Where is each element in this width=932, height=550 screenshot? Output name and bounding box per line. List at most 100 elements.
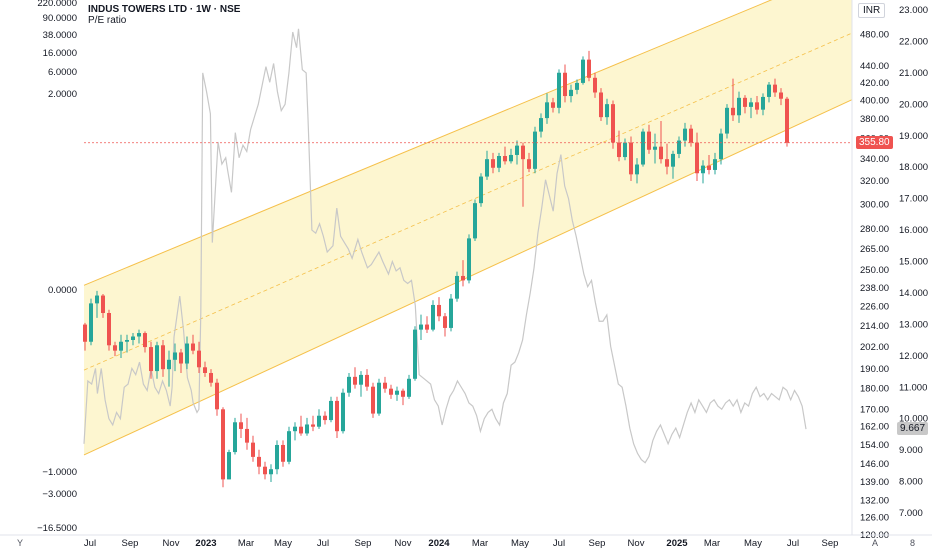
candle bbox=[479, 173, 483, 207]
candle bbox=[737, 91, 741, 123]
time-tick-label: 2024 bbox=[428, 538, 450, 549]
settings-toggle[interactable]: 8 bbox=[910, 538, 916, 548]
time-tick-label: Jul bbox=[84, 538, 96, 549]
price-tick-label: 190.00 bbox=[860, 364, 889, 375]
candle-body bbox=[581, 59, 585, 83]
time-tick-label: Nov bbox=[163, 538, 180, 549]
price-tick-label: 132.00 bbox=[860, 496, 889, 507]
candle-body bbox=[419, 324, 423, 330]
price-tick-label: 265.00 bbox=[860, 244, 889, 255]
candle-body bbox=[539, 118, 543, 132]
candle bbox=[185, 336, 189, 370]
candle-body bbox=[143, 333, 147, 348]
price-tick-label: 170.00 bbox=[860, 404, 889, 415]
candle bbox=[407, 374, 411, 399]
candle bbox=[443, 312, 447, 337]
candle-body bbox=[617, 142, 621, 158]
candle bbox=[179, 348, 183, 373]
candle bbox=[629, 136, 633, 182]
left-tick-label: −3.0000 bbox=[42, 489, 77, 500]
candle bbox=[299, 415, 303, 436]
candle bbox=[347, 372, 351, 397]
candle-body bbox=[197, 350, 201, 368]
candle-body bbox=[251, 442, 255, 457]
time-tick-label: Mar bbox=[238, 538, 254, 549]
candle bbox=[593, 72, 597, 98]
candle bbox=[695, 132, 699, 182]
candle bbox=[317, 409, 321, 429]
candle-body bbox=[311, 424, 315, 427]
candle bbox=[611, 100, 615, 149]
log-scale-toggle[interactable]: Y bbox=[17, 538, 24, 548]
pe-tick-label: 13.000 bbox=[899, 319, 928, 330]
candle bbox=[527, 152, 531, 173]
price-tick-label: 480.00 bbox=[860, 30, 889, 41]
candle bbox=[155, 341, 159, 379]
candle-body bbox=[629, 142, 633, 175]
candle bbox=[125, 334, 129, 353]
candle bbox=[623, 138, 627, 161]
candle-body bbox=[647, 131, 651, 150]
candle-body bbox=[527, 159, 531, 169]
candle-body bbox=[587, 59, 591, 78]
candle bbox=[335, 396, 339, 439]
candle bbox=[281, 440, 285, 467]
candle-body bbox=[743, 97, 747, 107]
candle-body bbox=[263, 466, 267, 475]
candle bbox=[641, 128, 645, 167]
last-price-badge: 355.80 bbox=[856, 135, 893, 149]
left-axis: 220.0000 90.0000 38.0000 16.0000 6.0000 2.000… bbox=[37, 0, 77, 534]
candle-body bbox=[497, 156, 501, 168]
candle-body bbox=[335, 400, 339, 432]
candle-body bbox=[611, 104, 615, 143]
candle bbox=[161, 339, 165, 377]
time-tick-label: 2025 bbox=[666, 538, 688, 549]
candle-body bbox=[245, 428, 249, 443]
candle-body bbox=[473, 203, 477, 239]
candle bbox=[455, 271, 459, 302]
candle bbox=[263, 461, 267, 480]
candle-body bbox=[701, 165, 705, 174]
candle-body bbox=[467, 238, 471, 281]
auto-scale-toggle[interactable]: A bbox=[872, 538, 879, 548]
candle bbox=[461, 260, 465, 287]
candle-body bbox=[179, 352, 183, 364]
pe-value-badge: 9.667 bbox=[897, 422, 929, 436]
price-tick-label: 214.00 bbox=[860, 321, 889, 332]
candle bbox=[491, 152, 495, 174]
candle bbox=[233, 417, 237, 455]
candles bbox=[83, 50, 789, 488]
candle-body bbox=[779, 92, 783, 99]
candle bbox=[383, 376, 387, 393]
candle-body bbox=[509, 154, 513, 162]
candle bbox=[149, 341, 153, 379]
candle-body bbox=[347, 376, 351, 393]
time-tick-label: Jul bbox=[317, 538, 329, 549]
candle-body bbox=[401, 390, 405, 397]
indicator-label: P/E ratio bbox=[88, 15, 127, 26]
candle-body bbox=[599, 92, 603, 118]
candle-body bbox=[155, 345, 159, 372]
time-tick-label: Sep bbox=[122, 538, 139, 549]
candle bbox=[113, 341, 117, 357]
candle-body bbox=[659, 146, 663, 160]
left-tick-label: −1.0000 bbox=[42, 467, 77, 478]
currency-button[interactable]: INR bbox=[858, 3, 886, 18]
candle-body bbox=[671, 153, 675, 167]
candle bbox=[569, 84, 573, 103]
price-tick-label: 139.00 bbox=[860, 477, 889, 488]
candle bbox=[485, 150, 489, 180]
candle bbox=[245, 417, 249, 450]
candle bbox=[659, 120, 663, 164]
candle bbox=[203, 361, 207, 377]
candle bbox=[533, 126, 537, 174]
candle bbox=[311, 415, 315, 432]
time-tick-label: Sep bbox=[822, 538, 839, 549]
candle bbox=[473, 199, 477, 242]
candle-body bbox=[119, 341, 123, 351]
candle-body bbox=[545, 102, 549, 119]
candle-body bbox=[323, 415, 327, 421]
candle bbox=[605, 98, 609, 125]
candle bbox=[365, 369, 369, 391]
